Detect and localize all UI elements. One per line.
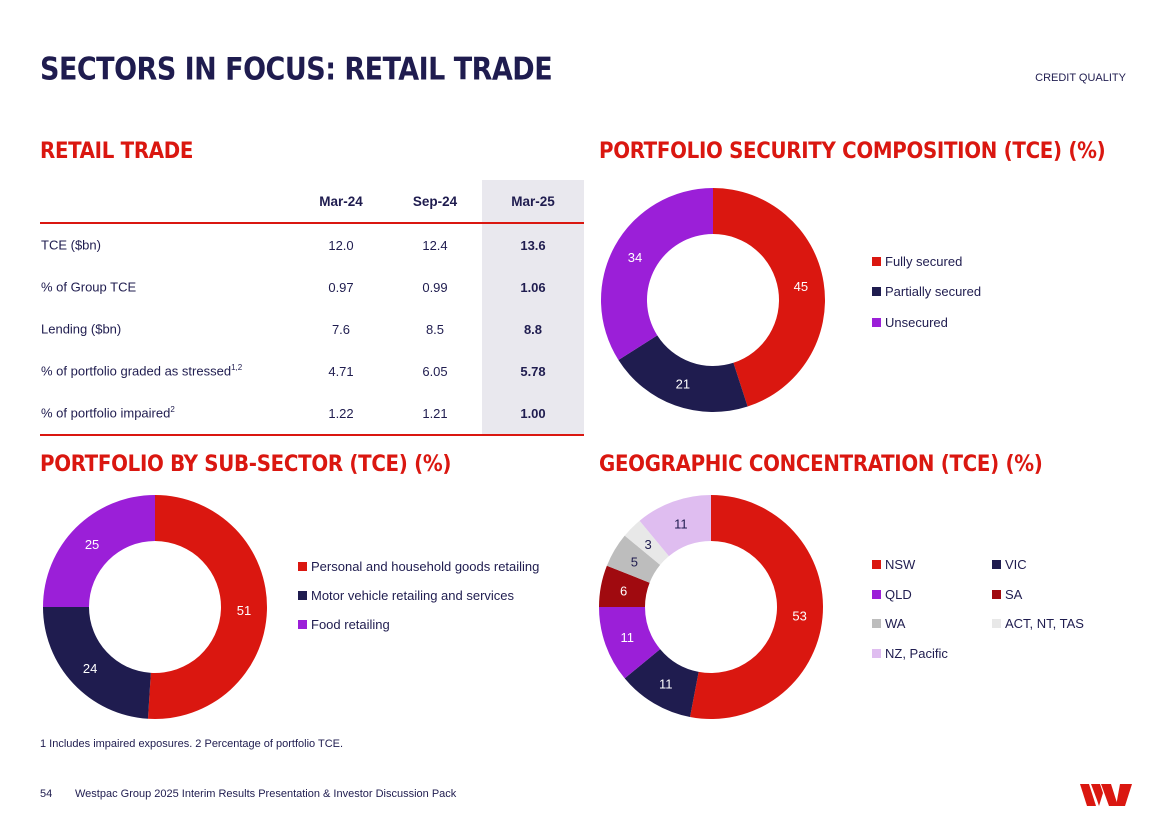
donut-slice-nz-pacific (639, 495, 711, 557)
footer-text: Westpac Group 2025 Interim Results Prese… (75, 788, 457, 800)
data-label: 25 (85, 537, 99, 552)
table-cell: 7.6 (331, 321, 351, 337)
legend-swatch (872, 590, 881, 599)
data-label: 51 (237, 603, 251, 618)
data-label: 5 (631, 555, 638, 570)
table-cell: 6.05 (422, 363, 448, 379)
legend-swatch (992, 619, 1001, 628)
legend-swatch (872, 257, 881, 266)
table-cell: 1.22 (328, 405, 354, 421)
data-label: 21 (676, 377, 690, 392)
donut-slice-wa (606, 535, 661, 583)
data-label: 11 (621, 630, 635, 645)
section-label: CREDIT QUALITY (1035, 72, 1126, 84)
table-cell: 1.06 (482, 266, 584, 308)
page-number: 54 (40, 788, 53, 800)
data-label: 6 (620, 583, 627, 598)
legend-item: NSW (872, 557, 915, 572)
legend-item: ACT, NT, TAS (992, 616, 1084, 631)
table-cell: 4.71 (328, 363, 354, 379)
donut-slice-personal-and-household-goods-retailing (147, 495, 268, 719)
table-cell: 12.0 (328, 237, 354, 253)
legend-item: Food retailing (298, 617, 390, 632)
data-label: 34 (628, 250, 642, 265)
retail-trade-heading: RETAIL TRADE (40, 139, 194, 164)
legend-swatch (992, 590, 1001, 599)
column-header: Sep-24 (412, 193, 458, 209)
data-label: 11 (674, 516, 688, 531)
legend-swatch (298, 562, 307, 571)
donut-slice-qld (599, 607, 661, 679)
legend-item: QLD (872, 587, 912, 602)
table-row: Lending ($bn) 7.6 8.5 8.8 (40, 308, 584, 350)
row-label: TCE ($bn) (41, 237, 101, 253)
column-header: Mar-24 (319, 193, 363, 209)
table-cell: 13.6 (482, 223, 584, 266)
legend-swatch (872, 318, 881, 327)
legend-swatch (872, 649, 881, 658)
geo-chart-title: GEOGRAPHIC CONCENTRATION (TCE) (%) (599, 452, 1043, 477)
row-label: % of Group TCE (41, 279, 137, 295)
security-donut-chart: 45 21 34 (601, 188, 825, 412)
table-row: TCE ($bn) 12.0 12.4 13.6 (40, 223, 584, 266)
security-legend: Fully secured Partially secured Unsecure… (872, 254, 1052, 344)
security-chart-title: PORTFOLIO SECURITY COMPOSITION (TCE) (%) (599, 139, 1106, 164)
donut-slice-motor-vehicle-retailing-and-services (43, 607, 151, 719)
legend-swatch (298, 620, 307, 629)
legend-item: VIC (992, 557, 1027, 572)
data-label: 53 (792, 608, 806, 623)
table-cell: 1.00 (482, 392, 584, 435)
donut-slice-sa (599, 565, 650, 607)
legend-item: Unsecured (872, 315, 948, 330)
table-cell: 0.97 (328, 279, 354, 295)
page-title: SECTORS IN FOCUS: RETAIL TRADE (40, 51, 553, 88)
table-header-row: Mar-24 Sep-24 Mar-25 (40, 180, 584, 223)
footnote: 1 Includes impaired exposures. 2 Percent… (40, 738, 344, 750)
data-label: 45 (794, 279, 808, 294)
legend-swatch (992, 560, 1001, 569)
table-cell: 8.5 (425, 321, 445, 337)
table-cell: 1.21 (422, 405, 448, 421)
legend-swatch (872, 287, 881, 296)
donut-slice-vic (624, 649, 699, 718)
legend-swatch (872, 619, 881, 628)
legend-item: Partially secured (872, 284, 981, 299)
legend-swatch (872, 560, 881, 569)
data-label: 11 (659, 677, 673, 692)
row-label: Lending ($bn) (41, 321, 122, 337)
table-cell: 8.8 (482, 308, 584, 350)
legend-swatch (298, 591, 307, 600)
legend-item: SA (992, 587, 1022, 602)
table-row: % of portfolio graded as stressed1,2 4.7… (40, 350, 584, 392)
legend-item: Personal and household goods retailing (298, 559, 539, 574)
donut-slice-nsw (690, 495, 823, 719)
subsector-chart-title: PORTFOLIO BY SUB-SECTOR (TCE) (%) (40, 452, 452, 477)
table-cell: 0.99 (422, 279, 448, 295)
data-label: 24 (83, 661, 97, 676)
donut-slice-partially-secured (618, 335, 748, 412)
legend-item: Motor vehicle retailing and services (298, 588, 514, 603)
table-row: % of portfolio impaired2 1.22 1.21 1.00 (40, 392, 584, 435)
retail-trade-table: Mar-24 Sep-24 Mar-25 TCE ($bn) 12.0 12.4… (40, 180, 584, 436)
legend-item: WA (872, 616, 905, 631)
donut-slice-act-nt-tas (624, 520, 669, 565)
row-label: % of portfolio graded as stressed1,2 (41, 363, 243, 379)
donut-slice-fully-secured (713, 188, 825, 407)
geo-legend: NSW VIC QLD SA WA ACT, NT, TAS NZ, Pacif… (872, 557, 1112, 667)
subsector-donut-chart: 51 24 25 (43, 495, 268, 719)
legend-item: Fully secured (872, 254, 962, 269)
subsector-legend: Personal and household goods retailing M… (298, 559, 568, 639)
table-row: % of Group TCE 0.97 0.99 1.06 (40, 266, 584, 308)
donut-slice-food-retailing (43, 495, 155, 607)
data-label: 3 (644, 537, 651, 552)
table-cell: 5.78 (482, 350, 584, 392)
row-label: % of portfolio impaired2 (41, 405, 175, 421)
donut-slice-unsecured (601, 188, 713, 361)
legend-item: NZ, Pacific (872, 646, 948, 661)
column-header: Mar-25 (482, 180, 584, 223)
westpac-logo-icon (1080, 784, 1132, 806)
table-cell: 12.4 (422, 237, 448, 253)
